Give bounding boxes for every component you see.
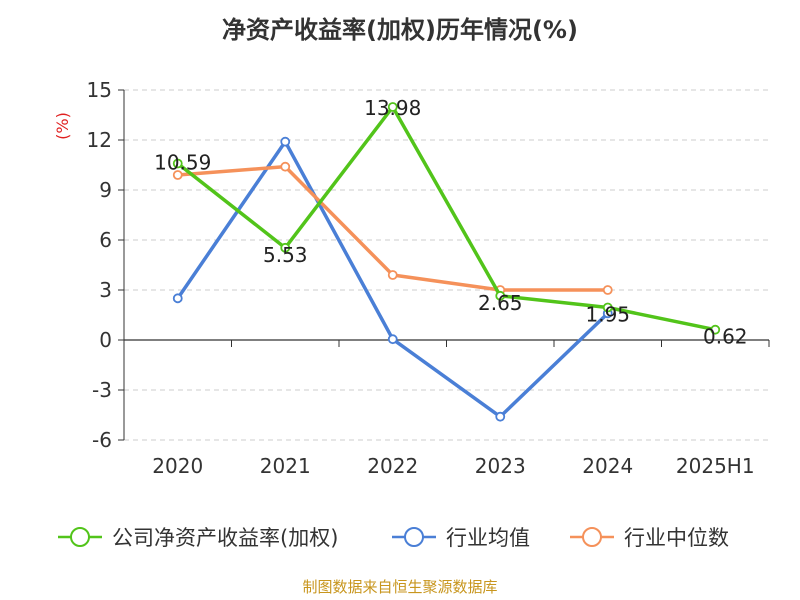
data-point	[172, 170, 183, 180]
x-tick-label: 2024	[582, 454, 633, 478]
x-tick-label: 2021	[260, 454, 311, 478]
y-tick-label: 6	[99, 228, 112, 252]
legend-label: 行业中位数	[624, 526, 729, 550]
y-tick-label: 12	[87, 128, 112, 152]
data-point	[280, 136, 291, 147]
data-point	[387, 270, 398, 280]
data-label: 10.59	[154, 151, 211, 175]
legend-label: 行业均值	[446, 526, 530, 550]
chart-title: 净资产收益率(加权)历年情况(%)	[222, 16, 578, 44]
legend-marker	[70, 527, 90, 547]
y-tick-label: 15	[87, 78, 112, 102]
series-line	[176, 105, 716, 332]
data-point	[280, 242, 291, 253]
legend-item: 行业中位数	[570, 526, 729, 550]
y-axis-label: (%)	[53, 112, 72, 140]
data-point	[495, 290, 506, 301]
y-tick-label: 3	[99, 278, 112, 302]
x-tick-label: 2022	[367, 454, 418, 478]
legend-label: 公司净资产收益率(加权)	[112, 526, 338, 550]
source-note: 制图数据来自恒生聚源数据库	[302, 578, 497, 596]
legend-marker	[582, 527, 602, 547]
data-point	[387, 334, 398, 345]
data-point	[602, 285, 613, 295]
data-point	[172, 293, 183, 304]
y-tick-label: -3	[92, 378, 112, 402]
legend-item: 公司净资产收益率(加权)	[58, 526, 338, 550]
data-label: 0.62	[703, 325, 748, 349]
y-tick-label: -6	[92, 428, 112, 452]
y-tick-label: 0	[99, 328, 112, 352]
data-point	[495, 411, 506, 422]
legend-marker	[404, 527, 424, 547]
data-point	[602, 302, 613, 313]
data-label: 13.98	[364, 96, 421, 120]
data-point	[172, 158, 183, 169]
data-point	[280, 161, 291, 172]
series-layer	[172, 102, 721, 422]
axes: 15 12 9 6 3 0 -3 -6 2020 2021 2022 2023 2024 2025H1	[87, 78, 770, 478]
x-tick-label: 2025H1	[676, 454, 755, 478]
grid-lines	[124, 89, 769, 441]
data-label: 1.95	[585, 303, 630, 327]
data-labels: 10.59 5.53 13.98 2.65 1.95 0.62	[154, 96, 747, 349]
x-tick-label: 2020	[152, 454, 203, 478]
legend: 公司净资产收益率(加权) 行业均值 行业中位数	[58, 526, 729, 550]
data-label: 2.65	[478, 291, 523, 315]
data-point	[710, 324, 721, 335]
y-tick-label: 9	[99, 178, 112, 202]
x-tick-label: 2023	[475, 454, 526, 478]
data-point	[387, 102, 398, 112]
legend-item: 行业均值	[392, 526, 530, 550]
data-label: 5.53	[263, 243, 308, 267]
